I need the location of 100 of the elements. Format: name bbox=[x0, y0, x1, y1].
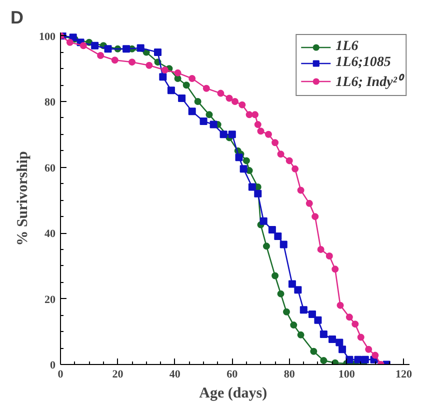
point bbox=[200, 118, 208, 125]
point bbox=[217, 90, 224, 97]
point bbox=[226, 94, 233, 102]
point bbox=[146, 62, 153, 69]
point bbox=[292, 165, 299, 172]
y-axis-title: % Surivorship bbox=[15, 151, 31, 246]
point bbox=[210, 120, 218, 128]
point bbox=[282, 308, 290, 316]
y-tick-label: 0 bbox=[50, 360, 56, 372]
point bbox=[128, 58, 136, 66]
point bbox=[254, 190, 262, 198]
y-tick-label: 80 bbox=[44, 96, 56, 109]
legend-label: 1L6 bbox=[336, 39, 358, 55]
point bbox=[235, 154, 243, 162]
point bbox=[352, 320, 359, 328]
point bbox=[361, 356, 369, 364]
point bbox=[262, 242, 270, 250]
point bbox=[188, 108, 196, 116]
point bbox=[220, 130, 228, 138]
y-tick-label: 40 bbox=[44, 228, 56, 240]
x-tick-label: 80 bbox=[284, 368, 296, 380]
point bbox=[167, 86, 175, 94]
point bbox=[111, 56, 118, 64]
point bbox=[294, 286, 302, 294]
point bbox=[122, 45, 130, 53]
point bbox=[312, 213, 319, 220]
point bbox=[97, 52, 104, 60]
point bbox=[66, 38, 74, 46]
legend-label: 1L6;1085 bbox=[336, 55, 391, 71]
point bbox=[264, 130, 272, 138]
point bbox=[136, 44, 144, 52]
point bbox=[104, 45, 112, 53]
point bbox=[280, 240, 288, 248]
x-tick-label: 120 bbox=[396, 368, 413, 380]
point bbox=[286, 157, 293, 164]
point bbox=[240, 165, 248, 173]
point bbox=[228, 130, 236, 138]
point bbox=[357, 334, 364, 341]
point bbox=[310, 348, 318, 355]
point bbox=[272, 272, 279, 280]
point bbox=[290, 322, 298, 329]
x-axis-title: Age (days) bbox=[199, 386, 268, 402]
point bbox=[274, 232, 282, 240]
point bbox=[297, 331, 304, 338]
point bbox=[154, 48, 162, 56]
point bbox=[178, 94, 186, 102]
point bbox=[174, 75, 182, 82]
point bbox=[188, 75, 196, 82]
point bbox=[320, 357, 328, 364]
point bbox=[232, 98, 238, 106]
point bbox=[182, 82, 190, 89]
point bbox=[174, 69, 182, 76]
point bbox=[328, 335, 336, 343]
point bbox=[306, 200, 313, 207]
point bbox=[257, 128, 264, 135]
point bbox=[277, 290, 284, 298]
x-tick-label: 0 bbox=[58, 368, 64, 380]
point bbox=[91, 42, 99, 50]
point bbox=[252, 111, 259, 118]
point bbox=[260, 217, 268, 225]
point bbox=[161, 66, 168, 74]
y-tick-label: 60 bbox=[44, 162, 56, 174]
point bbox=[314, 316, 322, 324]
y-tick-label: 20 bbox=[44, 294, 56, 306]
x-tick-label: 40 bbox=[169, 368, 181, 380]
point bbox=[238, 101, 246, 108]
x-tick-label: 20 bbox=[112, 368, 124, 380]
chart-title: D bbox=[10, 8, 24, 28]
point bbox=[297, 186, 304, 194]
x-tick-label: 100 bbox=[338, 368, 356, 380]
point bbox=[242, 157, 250, 164]
point bbox=[80, 42, 87, 50]
point bbox=[346, 314, 353, 321]
point bbox=[246, 111, 253, 118]
point bbox=[336, 338, 344, 346]
x-tick-label: 60 bbox=[226, 368, 238, 380]
point bbox=[372, 352, 379, 359]
point bbox=[338, 346, 346, 354]
point bbox=[320, 330, 328, 338]
point bbox=[248, 183, 256, 191]
point bbox=[332, 266, 339, 273]
point bbox=[300, 306, 308, 314]
point bbox=[254, 121, 262, 128]
point bbox=[317, 246, 324, 253]
point bbox=[346, 356, 354, 364]
legend-label: 1L6; Indy²⁰ bbox=[336, 72, 402, 91]
point bbox=[365, 346, 372, 353]
point bbox=[326, 252, 333, 260]
point bbox=[202, 84, 210, 92]
point bbox=[268, 226, 276, 234]
point bbox=[194, 98, 202, 106]
point bbox=[272, 139, 279, 146]
point bbox=[159, 73, 167, 81]
point bbox=[336, 302, 344, 309]
point bbox=[288, 280, 296, 288]
point bbox=[308, 310, 316, 318]
y-tick-label: 100 bbox=[39, 30, 56, 43]
point bbox=[354, 356, 362, 364]
point bbox=[277, 150, 284, 158]
point bbox=[206, 111, 213, 118]
